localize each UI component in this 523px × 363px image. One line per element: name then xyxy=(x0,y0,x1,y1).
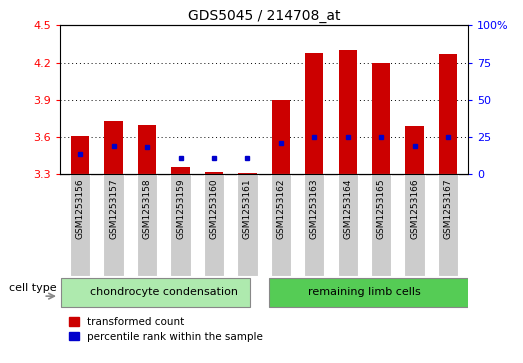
Bar xyxy=(269,277,470,307)
Text: GSM1253162: GSM1253162 xyxy=(276,178,286,239)
Text: chondrocyte condensation: chondrocyte condensation xyxy=(90,286,238,297)
Text: GSM1253158: GSM1253158 xyxy=(143,178,152,239)
Text: GSM1253166: GSM1253166 xyxy=(410,178,419,239)
Text: cell type: cell type xyxy=(9,283,57,293)
Bar xyxy=(61,277,250,307)
Bar xyxy=(104,174,124,276)
Bar xyxy=(305,53,323,174)
Text: GSM1253156: GSM1253156 xyxy=(76,178,85,239)
Bar xyxy=(271,100,290,174)
Text: GSM1253161: GSM1253161 xyxy=(243,178,252,239)
Text: GSM1253157: GSM1253157 xyxy=(109,178,118,239)
Text: GSM1253165: GSM1253165 xyxy=(377,178,385,239)
Text: GSM1253159: GSM1253159 xyxy=(176,178,185,239)
Bar xyxy=(304,174,324,276)
Text: GSM1253160: GSM1253160 xyxy=(209,178,219,239)
Bar xyxy=(138,125,156,174)
Bar xyxy=(237,174,258,276)
Bar xyxy=(137,174,157,276)
Text: GSM1253163: GSM1253163 xyxy=(310,178,319,239)
Bar xyxy=(238,173,257,174)
Bar xyxy=(70,174,90,276)
Text: remaining limb cells: remaining limb cells xyxy=(308,286,421,297)
Bar xyxy=(172,167,190,174)
Bar xyxy=(371,174,391,276)
Bar xyxy=(338,50,357,174)
Bar xyxy=(438,174,458,276)
Title: GDS5045 / 214708_at: GDS5045 / 214708_at xyxy=(188,9,340,23)
Bar xyxy=(439,54,457,174)
Bar xyxy=(204,174,224,276)
Bar xyxy=(170,174,191,276)
Text: GSM1253164: GSM1253164 xyxy=(343,178,352,239)
Bar xyxy=(404,174,425,276)
Bar xyxy=(405,126,424,174)
Bar xyxy=(337,174,358,276)
Bar xyxy=(205,172,223,174)
Bar xyxy=(71,136,89,174)
Text: GSM1253167: GSM1253167 xyxy=(444,178,452,239)
Bar xyxy=(372,62,390,174)
Legend: transformed count, percentile rank within the sample: transformed count, percentile rank withi… xyxy=(70,317,263,342)
Bar xyxy=(270,174,291,276)
Bar xyxy=(105,121,123,174)
